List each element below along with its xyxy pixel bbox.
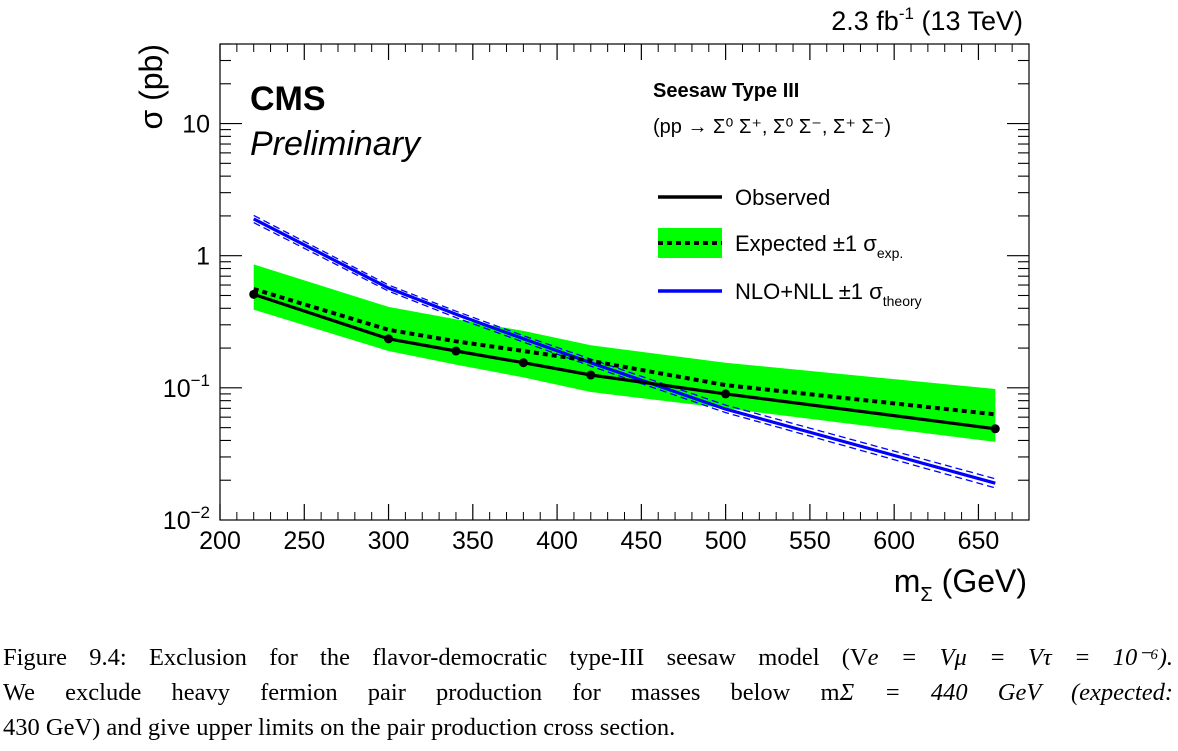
legend-theory-label: NLO+NLL ±1 σtheory — [735, 279, 922, 309]
legend-expected-label: Expected ±1 σexp. — [735, 231, 903, 261]
plot-frame — [219, 43, 1030, 521]
y-tick-label: 10−1 — [163, 371, 210, 403]
series-layer — [249, 214, 1000, 489]
x-tick-label: 400 — [536, 527, 578, 555]
observed-point — [990, 424, 1000, 434]
observed-point — [586, 370, 596, 380]
observed-point — [249, 289, 259, 299]
expected-band — [253, 264, 996, 442]
axis-ticks — [219, 43, 1030, 521]
x-tick-label: 250 — [283, 527, 325, 555]
observed-point — [518, 358, 528, 368]
status-label: Preliminary — [250, 125, 422, 163]
x-axis-title: mΣ (GeV) — [894, 563, 1027, 606]
expected-band-layer — [253, 264, 996, 442]
caption-line-1: Figure 9.4: Exclusion for the flavor-dem… — [3, 644, 1173, 671]
y-axis-title: σ (pb) — [133, 44, 169, 130]
x-tick-label: 600 — [873, 527, 915, 555]
process-label: (pp → Σ⁰ Σ⁺, Σ⁰ Σ⁻, Σ⁺ Σ⁻) — [653, 116, 891, 138]
x-tick-label: 350 — [452, 527, 494, 555]
theory-lower-line — [253, 222, 996, 489]
x-tick-label: 650 — [958, 527, 1000, 555]
y-tick-label: 10 — [182, 111, 210, 139]
x-tick-label: 550 — [789, 527, 831, 555]
caption-line-3: 430 GeV) and give upper limits on the pa… — [3, 714, 676, 741]
x-tick-label: 500 — [705, 527, 747, 555]
figure-caption: Figure 9.4: Exclusion for the flavor-dem… — [3, 640, 1173, 745]
x-tick-label: 200 — [199, 527, 241, 555]
x-tick-label: 300 — [368, 527, 410, 555]
x-tick-label: 450 — [620, 527, 662, 555]
theory-upper-line — [253, 214, 996, 480]
model-title: Seesaw Type III — [653, 80, 799, 102]
y-tick-label: 10−2 — [163, 503, 210, 535]
legend: Observed Expected ±1 σexp. NLO+NLL ±1 σt… — [658, 185, 922, 309]
experiment-label: CMS — [250, 80, 326, 118]
legend-observed-label: Observed — [735, 185, 830, 210]
lumi-label: 2.3 fb-1 (13 TeV) — [831, 4, 1023, 36]
observed-point — [384, 334, 394, 344]
y-tick-labels: 10 1 10−1 10−2 — [163, 111, 210, 535]
theory-line — [252, 217, 996, 485]
x-tick-labels: 200 250 300 350 400 450 500 550 600 650 — [199, 527, 999, 555]
observed-point — [721, 389, 731, 399]
observed-point — [451, 346, 461, 356]
caption-line-2: We exclude heavy fermion pair production… — [3, 679, 1173, 706]
y-tick-label: 1 — [196, 243, 210, 271]
